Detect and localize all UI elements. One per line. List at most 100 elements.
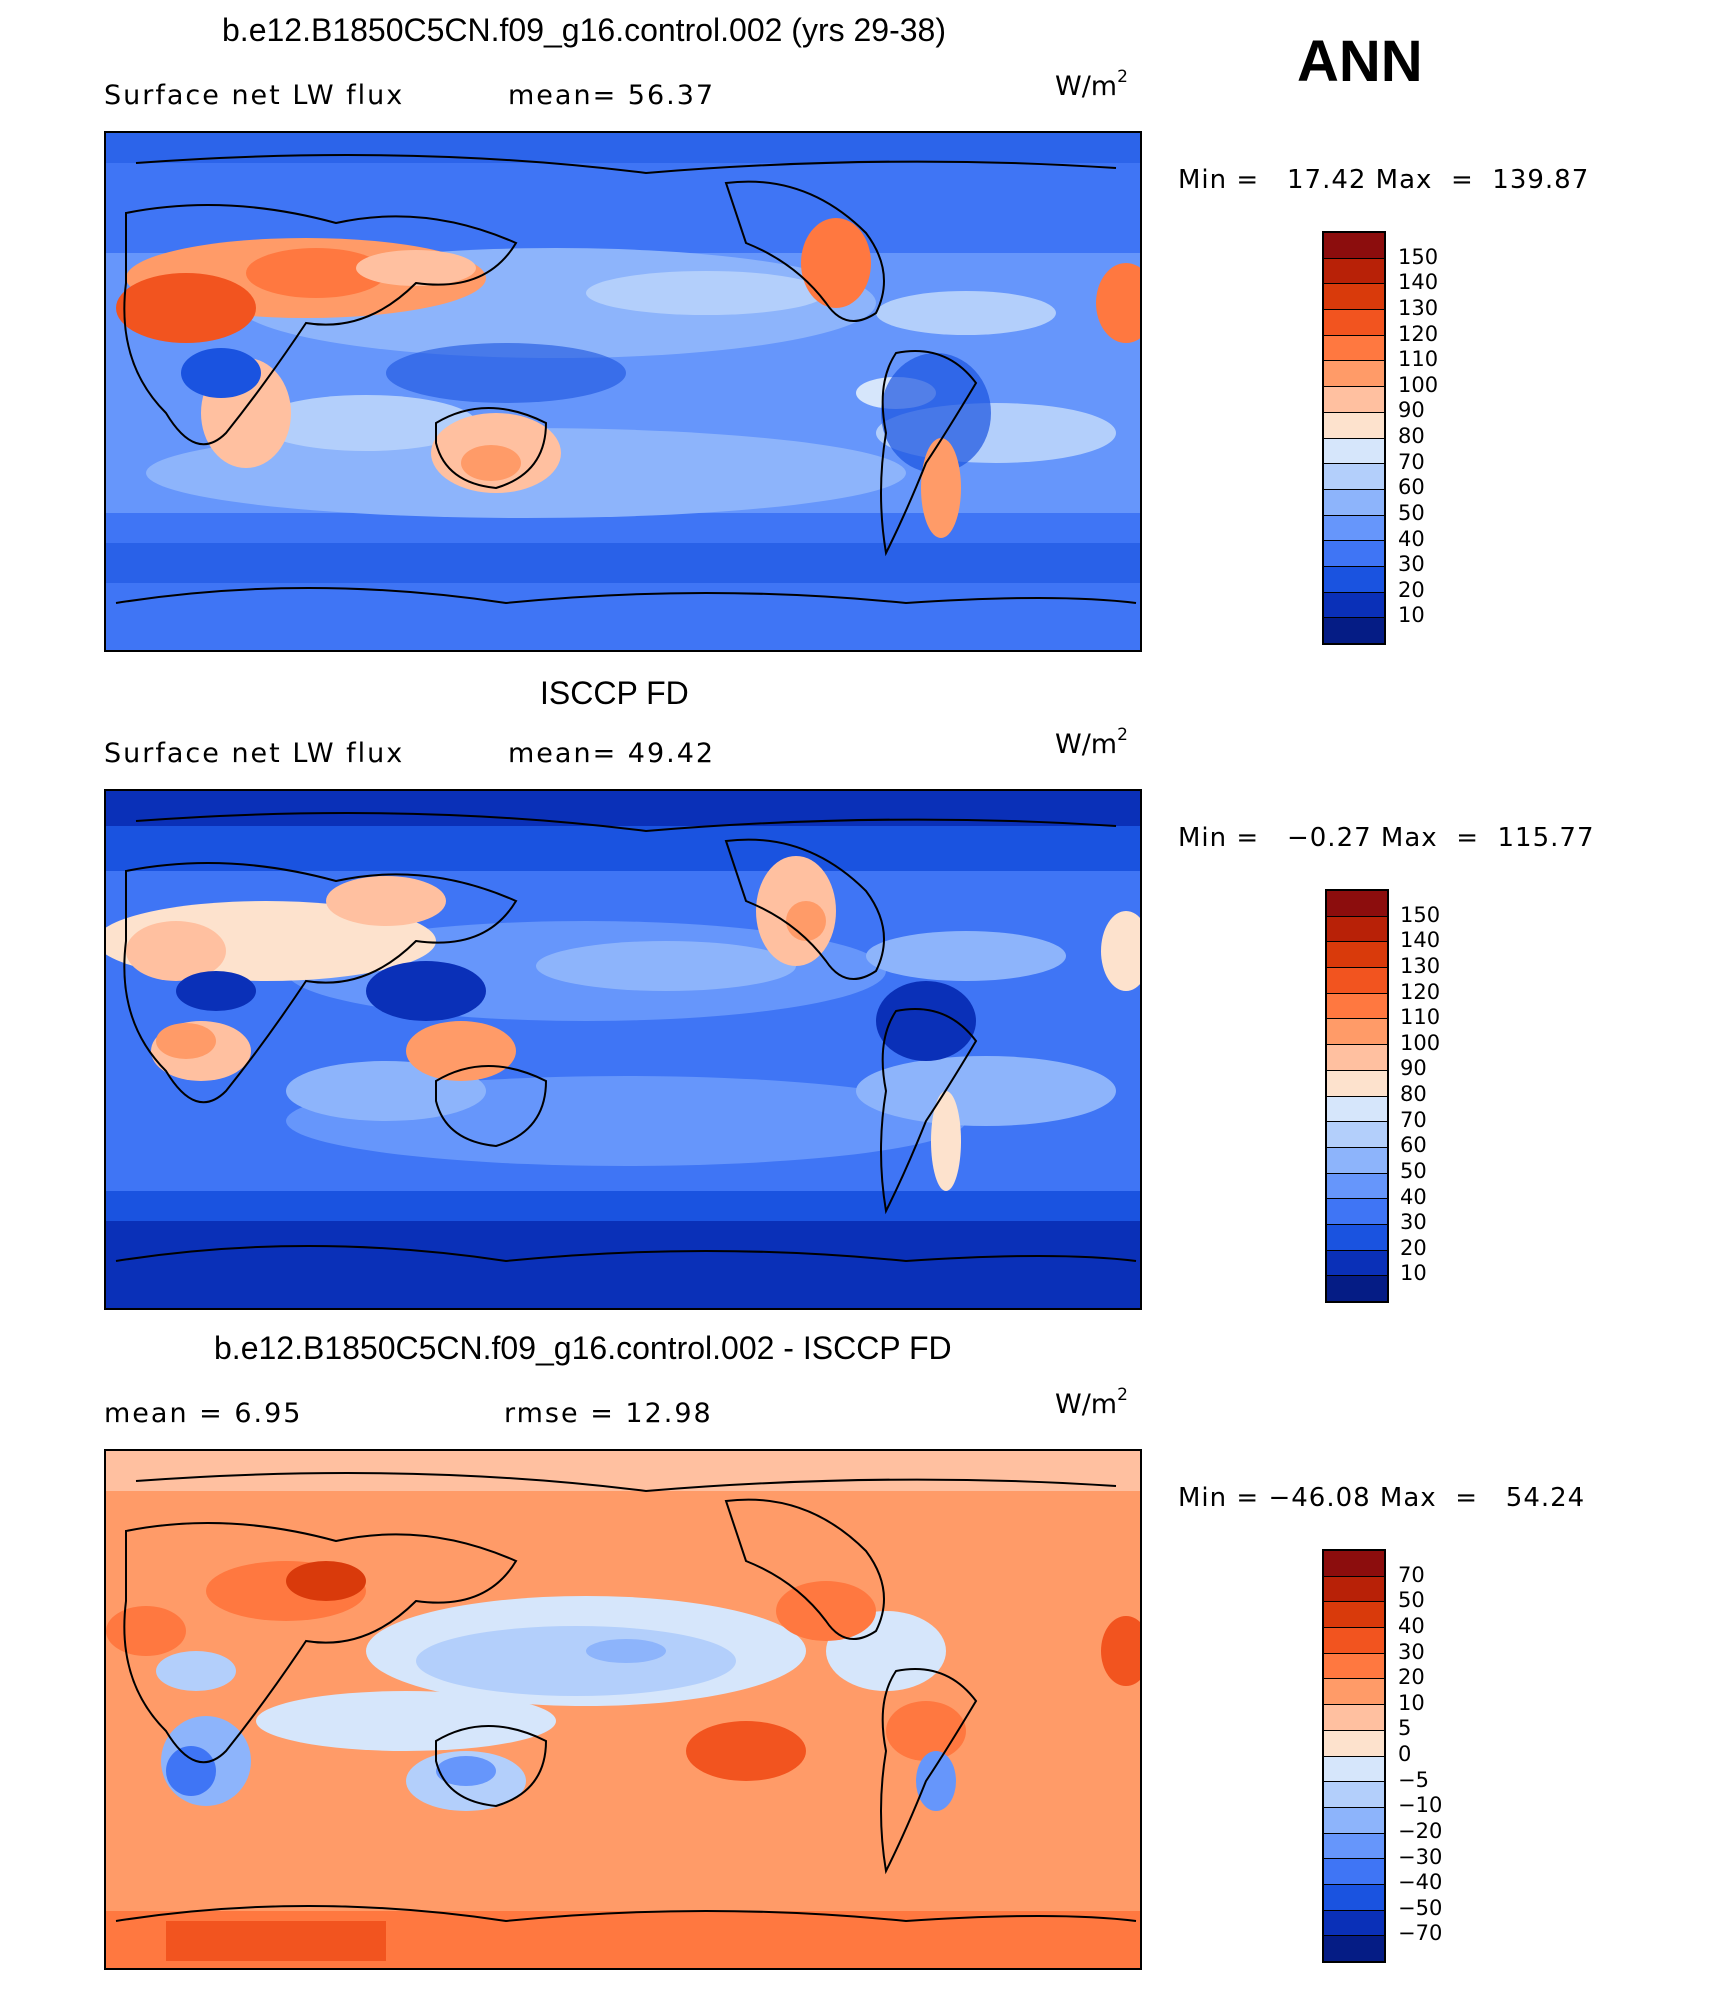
panel-1-colorbar [1322,231,1386,645]
panel-1-map-svg [106,133,1140,650]
colorbar-swatch [1324,592,1384,619]
panel-3-map [104,1449,1142,1970]
panel-2-colorbar [1325,889,1389,1303]
colorbar-swatch [1324,284,1384,311]
colorbar-tick-label: 60 [1400,1133,1427,1158]
panel-1-units: W/m2 [1055,67,1128,102]
colorbar-tick-label: 5 [1398,1716,1412,1741]
colorbar-swatch [1324,515,1384,542]
colorbar-tick-label: 140 [1398,270,1439,295]
colorbar-swatch [1324,1936,1384,1961]
colorbar-tick-label: 70 [1398,449,1425,474]
colorbar-tick-label: 150 [1398,244,1439,269]
colorbar-swatch [1324,361,1384,388]
colorbar-tick-label: 110 [1398,347,1439,372]
colorbar-swatch [1324,489,1384,516]
colorbar-swatch [1324,1551,1384,1577]
panel-1-left-label: Surface net LW flux [104,80,405,111]
colorbar-tick-label: 120 [1398,321,1439,346]
colorbar-swatch [1327,1224,1387,1251]
colorbar-swatch [1324,1705,1384,1731]
colorbar-tick-label: −30 [1398,1844,1443,1869]
colorbar-swatch [1327,993,1387,1020]
colorbar-tick-label: 120 [1400,979,1441,1004]
panel-2-units: W/m2 [1055,725,1128,760]
colorbar-tick-label: 20 [1398,577,1425,602]
colorbar-swatch [1327,916,1387,943]
colorbar-tick-label: 100 [1400,1030,1441,1055]
colorbar-tick-label: 150 [1400,902,1441,927]
colorbar-swatch [1324,618,1384,643]
panel-3-minmax: Min = −46.08 Max = 54.24 [1178,1483,1586,1513]
panel-3-units-sup: 2 [1117,1385,1128,1405]
colorbar-swatch [1324,1833,1384,1860]
colorbar-swatch [1324,438,1384,465]
colorbar-swatch [1324,387,1384,413]
colorbar-tick-label: 90 [1400,1056,1427,1081]
colorbar-swatch [1327,1147,1387,1174]
panel-1-units-sup: 2 [1117,67,1128,87]
colorbar-swatch [1324,1782,1384,1808]
colorbar-swatch [1324,258,1384,285]
colorbar-swatch [1324,566,1384,593]
colorbar-tick-label: 110 [1400,1005,1441,1030]
colorbar-tick-label: 30 [1400,1210,1427,1235]
colorbar-swatch [1324,412,1384,439]
panel-2-map [104,789,1142,1310]
colorbar-swatch [1327,968,1387,994]
colorbar-swatch [1327,942,1387,969]
panel-3-units-text: W/m [1055,1389,1118,1420]
panel-2-title: ISCCP FD [540,675,689,711]
colorbar-tick-label: −20 [1398,1818,1443,1843]
colorbar-swatch [1324,1756,1384,1783]
colorbar-tick-label: 40 [1398,526,1425,551]
colorbar-swatch [1327,1173,1387,1200]
panel-2-left-label: Surface net LW flux [104,738,405,769]
colorbar-swatch [1324,1653,1384,1680]
colorbar-swatch [1327,1070,1387,1097]
colorbar-swatch [1324,1859,1384,1885]
colorbar-tick-label: −40 [1398,1870,1443,1895]
colorbar-swatch [1324,1576,1384,1603]
colorbar-tick-label: −70 [1398,1921,1443,1946]
panel-3-center-label: rmse = 12.98 [504,1398,713,1429]
colorbar-tick-label: 20 [1400,1235,1427,1260]
colorbar-tick-label: 30 [1398,552,1425,577]
panel-1-map [104,131,1142,652]
colorbar-tick-label: 40 [1400,1184,1427,1209]
colorbar-swatch [1324,464,1384,490]
colorbar-swatch [1324,1884,1384,1911]
panel-1-title: b.e12.B1850C5CN.f09_g16.control.002 (yrs… [222,12,946,48]
panel-3-colorbar [1322,1549,1386,1963]
colorbar-swatch [1324,1807,1384,1834]
colorbar-tick-label: 130 [1400,953,1441,978]
colorbar-swatch [1327,1122,1387,1148]
panel-3-units: W/m2 [1055,1385,1128,1420]
colorbar-swatch [1324,1679,1384,1706]
panel-2-center-label: mean= 49.42 [508,738,716,769]
panel-3-left-label: mean = 6.95 [104,1398,303,1429]
colorbar-swatch [1327,1045,1387,1071]
colorbar-swatch [1324,1730,1384,1757]
colorbar-tick-label: 20 [1398,1665,1425,1690]
panel-3-colorbar-labels: 70 50 40 30 20 10 5 0 −5 −10 −20 −30 −40 −50 −70 [1398,1549,1518,1959]
colorbar-tick-label: 80 [1398,424,1425,448]
colorbar-tick-label: 50 [1398,1588,1425,1613]
colorbar-swatch [1324,541,1384,567]
colorbar-tick-label: 10 [1398,603,1425,628]
panel-2-units-text: W/m [1055,729,1118,760]
colorbar-swatch [1324,310,1384,336]
colorbar-tick-label: 80 [1400,1082,1427,1106]
colorbar-swatch [1327,1276,1387,1301]
panel-2-colorbar-labels: 150 140 130 120 110 100 90 80 70 60 50 40 30 20 10 [1400,889,1520,1299]
colorbar-tick-label: 130 [1398,295,1439,320]
colorbar-swatch [1324,1910,1384,1937]
panel-2-map-svg [106,791,1140,1308]
colorbar-tick-label: 70 [1398,1562,1425,1587]
colorbar-tick-label: 50 [1400,1158,1427,1183]
colorbar-tick-label: 30 [1398,1639,1425,1664]
panel-2-minmax: Min = −0.27 Max = 115.77 [1178,823,1595,853]
colorbar-tick-label: 140 [1400,928,1441,953]
colorbar-swatch [1327,1199,1387,1225]
colorbar-tick-label: 10 [1400,1261,1427,1286]
